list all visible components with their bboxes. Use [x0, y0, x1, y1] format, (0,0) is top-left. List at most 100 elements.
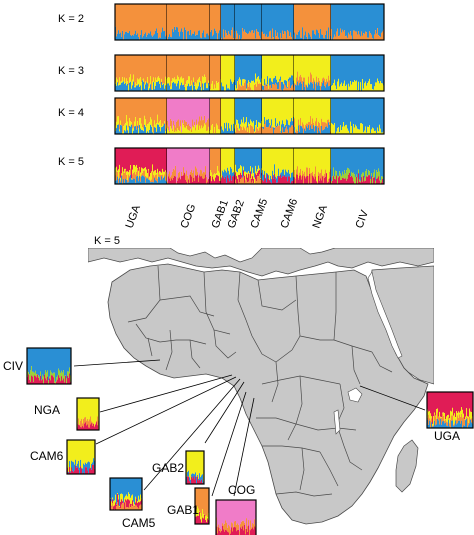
barplot-k4-segment: [188, 98, 190, 124]
inset-1-segment: [79, 398, 81, 425]
barplot-k3-segment: [132, 55, 134, 80]
barplot-k3-segment: [372, 55, 374, 90]
barplot-k2-segment: [354, 30, 356, 40]
inset-2-segment: [73, 471, 75, 474]
barplot-k5-segment: [122, 148, 124, 168]
barplot-k5-segment: [161, 148, 163, 173]
barplot-k3-segment: [296, 77, 298, 86]
barplot-k2-segment: [275, 30, 277, 40]
barplot-k4-segment: [184, 98, 186, 120]
barplot-k2-segment: [138, 36, 140, 40]
barplot-k3-segment: [253, 55, 255, 81]
barplot-k5-segment: [363, 148, 365, 173]
inset-0-segment: [46, 372, 48, 381]
inset-5-segment: [204, 514, 206, 524]
barplot-k2-segment: [348, 32, 350, 40]
inset-0-segment: [56, 377, 58, 382]
inset-3-segment: [188, 451, 190, 471]
barplot-k5-segment: [270, 148, 272, 176]
barplot-k4-segment: [232, 130, 234, 134]
barplot-k2-segment: [207, 4, 209, 34]
barplot-k3-segment: [254, 84, 256, 91]
barplot-k5-segment: [353, 148, 355, 173]
barplot-k5-segment: [327, 181, 329, 183]
barplot-k3-segment: [146, 55, 148, 83]
barplot-k2-segment: [246, 33, 248, 40]
barplot-k2-segment: [268, 36, 270, 40]
inset-4-segment: [132, 478, 134, 495]
inset-barplot-cam5: [109, 477, 143, 511]
barplot-k5-segment: [381, 148, 383, 177]
inset-0-segment: [44, 374, 46, 384]
barplot-k2-segment: [301, 37, 303, 40]
barplot-k5-segment: [127, 148, 129, 172]
barplot-k5-segment: [125, 148, 127, 169]
barplot-k3-segment: [136, 85, 138, 91]
barplot-k4-segment: [281, 98, 283, 125]
barplot-k5-segment: [337, 148, 339, 176]
inset-2-segment: [79, 440, 81, 468]
inset-4-segment: [116, 506, 118, 510]
barplot-k4-segment: [191, 98, 193, 130]
barplot-k2-segment: [162, 4, 164, 28]
barplot-k4-segment: [265, 98, 267, 122]
barplot-k5-segment: [164, 148, 166, 172]
barplot-k5-segment: [324, 148, 326, 174]
barplot-k5-segment: [353, 181, 355, 184]
barplot-k4-segment: [129, 98, 131, 119]
barplot-k5-segment: [300, 175, 302, 184]
barplot-k4-segment: [130, 126, 132, 134]
barplot-k5-segment: [215, 148, 217, 175]
inset-0-segment: [49, 376, 51, 379]
barplot-k5-segment: [255, 179, 257, 184]
barplot-k3-segment: [277, 82, 279, 90]
barplot-k3-segment: [153, 55, 155, 78]
barplot-k5-segment: [259, 148, 261, 169]
barplot-k3-segment: [182, 55, 184, 79]
barplot-k4-segment: [136, 98, 138, 130]
barplot-k5-segment: [151, 171, 153, 180]
inset-7-segment: [452, 420, 454, 428]
barplot-k2-segment: [224, 4, 226, 38]
barplot-k4-segment: [256, 98, 258, 121]
barplot-k3-segment: [155, 55, 157, 78]
barplot-k5-segment: [193, 148, 195, 171]
barplot-k4-segment: [265, 122, 267, 134]
barplot-k4-segment: [210, 98, 212, 130]
barplot-k2-segment: [370, 4, 372, 34]
barplot-k5-segment: [258, 148, 260, 166]
barplot-k4-segment: [149, 98, 151, 123]
barplot-k2-segment: [230, 35, 232, 40]
barplot-k2-segment: [264, 33, 266, 40]
barplot-k4-segment: [258, 122, 260, 131]
barplot-k4-segment: [257, 98, 259, 128]
barplot-k4-segment: [356, 126, 358, 134]
inset-3-segment: [190, 451, 192, 480]
barplot-k5-segment: [248, 173, 250, 182]
barplot-k4-segment: [127, 121, 129, 131]
barplot-k3-segment: [331, 55, 333, 86]
inset-0-segment: [30, 381, 32, 384]
barplot-k4-segment: [163, 124, 165, 126]
barplot-k4-segment: [177, 120, 179, 129]
barplot-k2-segment: [315, 35, 317, 40]
barplot-k5-segment: [213, 148, 215, 175]
barplot-k3-segment: [354, 80, 356, 91]
inset-1-segment: [94, 425, 96, 428]
barplot-k2-segment: [337, 4, 339, 29]
inset-7-segment: [428, 414, 430, 425]
barplot-k3-segment: [202, 55, 204, 77]
barplot-k3-segment: [270, 78, 272, 85]
inset-7-segment: [441, 417, 443, 418]
barplot-k5-segment: [273, 175, 275, 179]
barplot-k4-segment: [276, 125, 278, 128]
barplot-k4-segment: [140, 118, 142, 129]
inset-4-segment: [138, 501, 140, 509]
barplot-k5-segment: [121, 175, 123, 184]
barplot-k4-segment: [335, 98, 337, 134]
barplot-k5-segment: [265, 178, 267, 184]
barplot-k3-segment: [218, 82, 220, 91]
barplot-k2-segment: [256, 29, 258, 40]
inset-1-segment: [81, 418, 83, 428]
inset-7-segment: [448, 417, 450, 420]
